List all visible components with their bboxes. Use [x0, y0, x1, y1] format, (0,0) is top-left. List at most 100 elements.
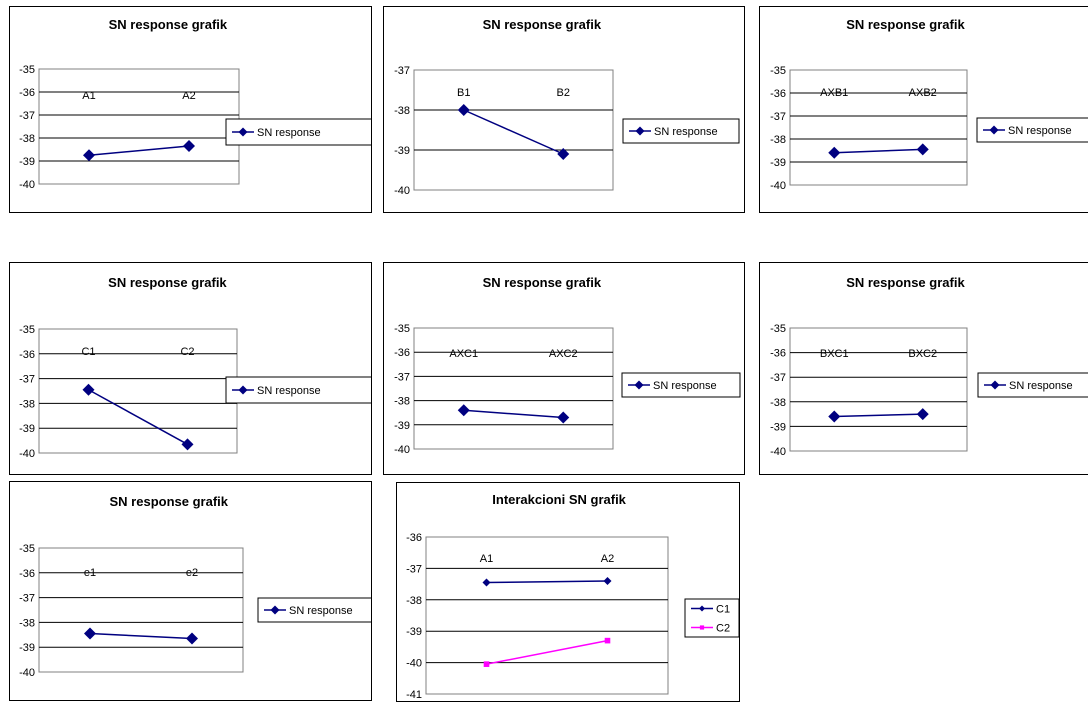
chart-svg-b: SN response grafik -37 -38 -39 -40 B1 B2 SN res… — [394, 17, 740, 197]
chart-panel-axb: SN response grafik -35 -36 -37 -38 -39 -40 AXB1… — [759, 6, 1088, 213]
series-line — [486, 639, 608, 665]
legend-label: SN response — [1009, 380, 1073, 392]
chart-svg-axb: SN response grafik -35 -36 -37 -38 -39 -40 AXB1… — [770, 17, 1088, 192]
y-tick-label: -37 — [770, 372, 786, 384]
y-tick-label: -37 — [394, 371, 410, 383]
y-tick-label: -39 — [19, 423, 35, 435]
y-tick-label: -35 — [19, 543, 35, 555]
y-tick-label: -39 — [19, 642, 35, 654]
plot-area — [38, 68, 240, 185]
y-tick-label: -36 — [770, 88, 786, 100]
plot-area — [38, 328, 238, 454]
data-point — [183, 140, 195, 153]
y-tick-label: -40 — [406, 658, 422, 670]
y-tick-label: -36 — [770, 348, 786, 360]
series-line — [486, 580, 608, 584]
y-tick-label: -39 — [770, 157, 786, 169]
data-point — [828, 410, 841, 423]
y-tick-label: -40 — [394, 185, 410, 197]
y-tick-label: -38 — [406, 595, 422, 607]
chart-svg-interaction: Interakcioni SN grafik -36 -37 -38 -39 -40 -41… — [406, 492, 739, 701]
series-line — [89, 632, 193, 640]
category-label: A1 — [480, 553, 493, 565]
chart-title: SN response grafik — [108, 275, 227, 290]
category-label: AXC1 — [449, 348, 478, 360]
chart-panel-e: SN response grafik -35 -36 -37 -38 -39 -40 e1 e2… — [9, 481, 372, 701]
series-line — [463, 109, 564, 155]
series-line — [88, 389, 188, 445]
legend-label: C2 — [716, 623, 730, 635]
legend-label: SN response — [257, 385, 321, 397]
y-tick-label: -35 — [19, 324, 35, 336]
category-label: AXB2 — [909, 87, 937, 99]
y-tick-label: -39 — [19, 156, 35, 168]
category-label: B2 — [557, 87, 570, 99]
data-point — [83, 149, 95, 162]
chart-panel-a: SN response grafik -35 -36 -37 -38 -39 -40 A1 A2… — [9, 6, 372, 213]
legend-marker — [270, 605, 280, 615]
data-point — [603, 576, 612, 585]
y-tick-label: -39 — [394, 145, 410, 157]
y-tick-label: -40 — [770, 446, 786, 458]
y-tick-label: -38 — [770, 134, 786, 146]
y-tick-label: -40 — [394, 444, 410, 456]
chart-svg-c: SN response grafik -35 -36 -37 -38 -39 -40 C1 C2… — [19, 275, 371, 460]
y-tick-label: -40 — [19, 179, 35, 191]
plot-area — [413, 327, 614, 450]
legend-label: C1 — [716, 604, 730, 616]
plot-area — [413, 69, 614, 191]
legend-marker — [238, 385, 248, 395]
y-tick-label: -38 — [19, 617, 35, 629]
chart-panel-axc: SN response grafik -35 -36 -37 -38 -39 -40 AXC1… — [383, 262, 745, 475]
series-line — [834, 413, 923, 418]
data-point — [557, 148, 570, 160]
y-tick-label: -38 — [770, 397, 786, 409]
y-tick-label: -38 — [19, 398, 35, 410]
data-point — [457, 404, 470, 417]
y-tick-label: -41 — [406, 689, 422, 701]
chart-svg-bxc: SN response grafik -35 -36 -37 -38 -39 -40 BXC1… — [770, 275, 1088, 458]
category-label: BXC1 — [820, 348, 849, 360]
chart-title: SN response grafik — [110, 494, 229, 509]
category-label: e2 — [186, 567, 198, 579]
chart-title: SN response grafik — [846, 275, 965, 290]
y-tick-label: -35 — [770, 65, 786, 77]
category-label: e1 — [84, 567, 96, 579]
y-tick-label: -38 — [394, 105, 410, 117]
y-tick-label: -37 — [770, 111, 786, 123]
category-label: BXC2 — [908, 348, 937, 360]
data-point — [916, 408, 929, 421]
legend-marker — [635, 126, 645, 136]
y-tick-label: -35 — [394, 323, 410, 335]
chart-title: SN response grafik — [109, 17, 228, 32]
y-tick-label: -37 — [394, 65, 410, 77]
legend-marker — [238, 127, 248, 137]
y-tick-label: -36 — [394, 347, 410, 359]
y-tick-label: -38 — [394, 396, 410, 408]
category-label: A2 — [182, 90, 195, 102]
y-tick-label: -39 — [394, 420, 410, 432]
plot-area — [38, 547, 244, 673]
data-point — [916, 143, 929, 156]
legend-label: SN response — [289, 605, 353, 617]
chart-svg-axc: SN response grafik -35 -36 -37 -38 -39 -40 AXC1… — [394, 275, 741, 456]
y-tick-label: -38 — [19, 133, 35, 145]
data-point — [828, 146, 841, 159]
legend-marker — [699, 605, 705, 612]
chart-panel-interaction: Interakcioni SN grafik -36 -37 -38 -39 -40 -41… — [396, 482, 740, 702]
chart-svg-e: SN response grafik -35 -36 -37 -38 -39 -40 e1 e2… — [19, 494, 371, 679]
data-point — [82, 383, 95, 396]
legend-marker — [699, 625, 705, 630]
y-tick-label: -36 — [19, 568, 35, 580]
y-tick-label: -39 — [770, 421, 786, 433]
data-point — [84, 627, 96, 640]
data-point — [457, 104, 470, 116]
y-tick-label: -36 — [19, 87, 35, 99]
plot-area — [789, 69, 968, 186]
legend-box — [684, 598, 739, 638]
data-point — [557, 411, 570, 424]
data-point — [483, 661, 490, 667]
y-tick-label: -40 — [770, 180, 786, 192]
y-tick-label: -37 — [406, 563, 422, 575]
legend-label: SN response — [654, 126, 718, 138]
